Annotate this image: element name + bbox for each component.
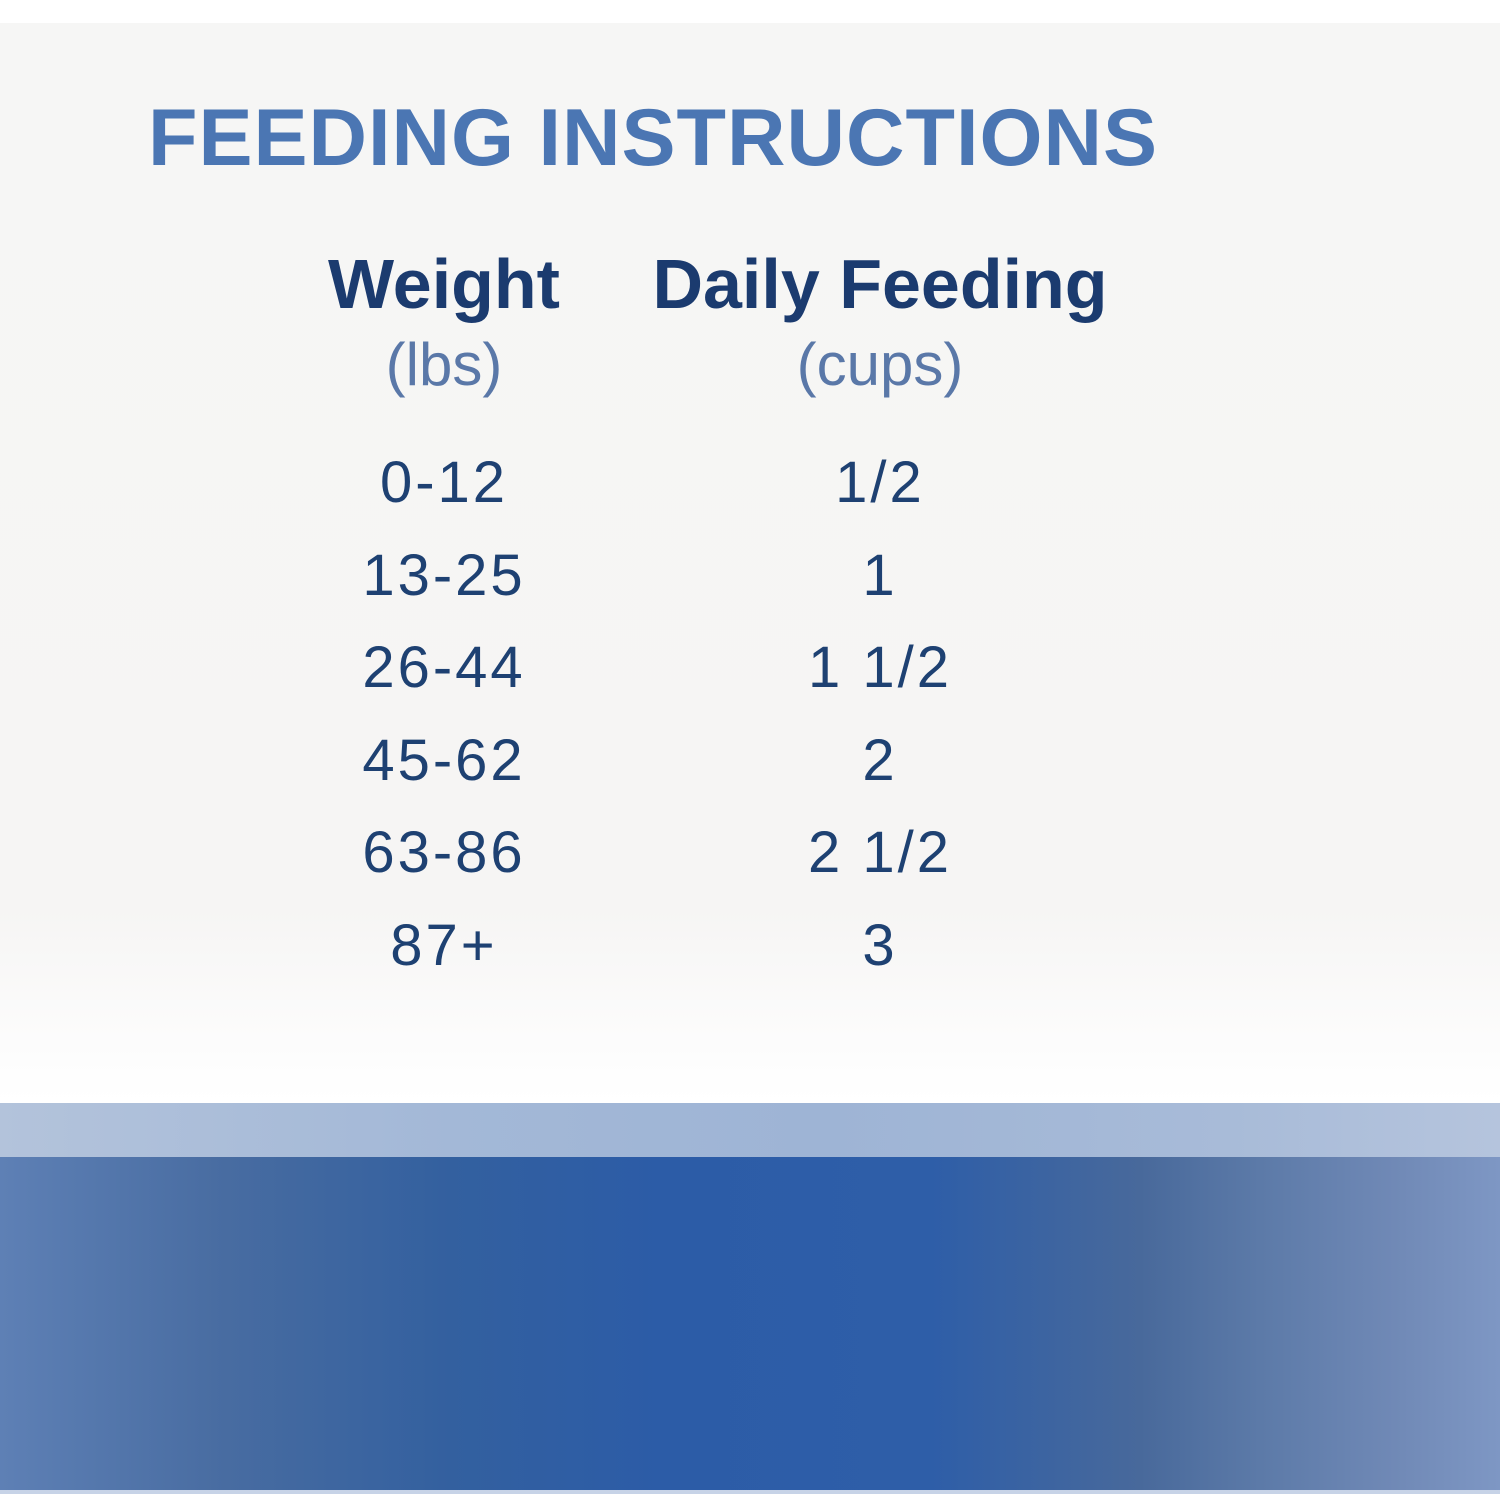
feeding-value: 1/2 xyxy=(835,450,925,516)
feeding-value: 2 xyxy=(862,727,898,793)
weight-value: 0-12 xyxy=(379,450,509,516)
column-unit-lbs: (lbs) xyxy=(385,331,503,398)
decorative-band-strip xyxy=(0,1490,1500,1494)
decorative-band-light xyxy=(0,1103,1500,1157)
column-header-daily-feeding: Daily Feeding xyxy=(652,245,1108,323)
content-area: FEEDING INSTRUCTIONS Weight Daily Feedin… xyxy=(0,23,1500,1103)
table-row: 13-25 1 xyxy=(0,530,1500,623)
table-row: 26-44 1 1/2 xyxy=(0,622,1500,715)
column-unit-cups: (cups) xyxy=(796,331,964,398)
weight-value: 87+ xyxy=(390,912,498,978)
decorative-band-dark xyxy=(0,1157,1500,1490)
feeding-table-rows: 0-12 1/2 13-25 1 26-44 1 1/2 45-62 2 63-… xyxy=(0,437,1500,992)
feeding-value: 1 xyxy=(862,542,898,608)
feeding-value: 2 1/2 xyxy=(808,820,952,886)
page-title: FEEDING INSTRUCTIONS xyxy=(148,93,1159,183)
table-row: 0-12 1/2 xyxy=(0,437,1500,530)
weight-value: 13-25 xyxy=(362,542,526,608)
feeding-value: 1 1/2 xyxy=(808,635,952,701)
column-header-weight: Weight xyxy=(327,245,560,323)
weight-value: 26-44 xyxy=(362,635,526,701)
weight-value: 63-86 xyxy=(362,820,526,886)
feeding-value: 3 xyxy=(862,912,898,978)
table-row: 63-86 2 1/2 xyxy=(0,807,1500,900)
table-row: 87+ 3 xyxy=(0,900,1500,993)
table-row: 45-62 2 xyxy=(0,715,1500,808)
weight-value: 45-62 xyxy=(362,727,526,793)
